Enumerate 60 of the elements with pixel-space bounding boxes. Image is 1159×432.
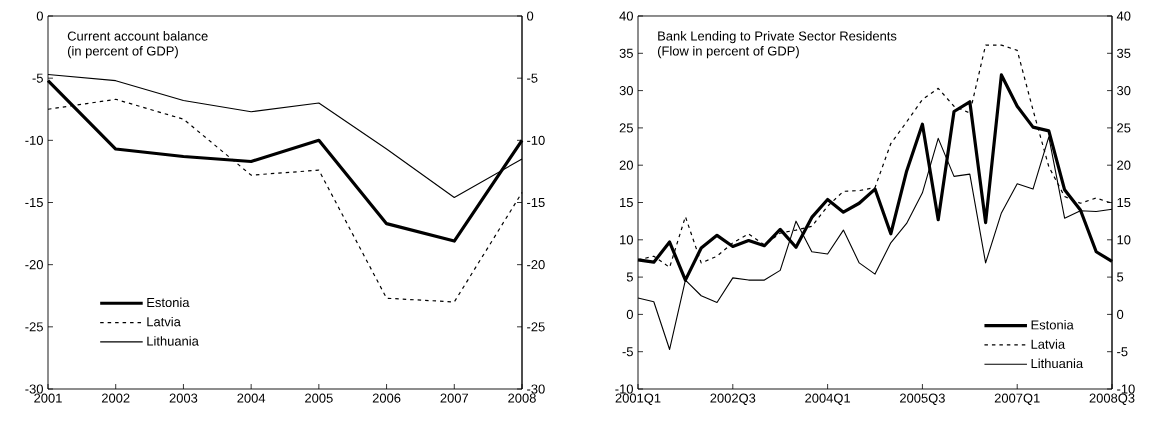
legend-label: Lithuania bbox=[1031, 358, 1084, 369]
y2-tick-label: 0 bbox=[36, 11, 43, 21]
y2-tick-label: 20 bbox=[1117, 160, 1131, 170]
y-tick-label: -30 bbox=[527, 384, 545, 394]
y-tick-label: -10 bbox=[527, 135, 545, 145]
y2-tick-label: 15 bbox=[1117, 197, 1131, 208]
legend-label: Latvia bbox=[1031, 339, 1066, 349]
y2-tick-label: -30 bbox=[25, 384, 43, 394]
y-tick-label: -20 bbox=[527, 260, 545, 270]
text: (Flow in percent of GDP) bbox=[657, 46, 799, 59]
y-tick-label: 5 bbox=[626, 272, 633, 282]
y2-tick-label: -10 bbox=[1117, 384, 1135, 394]
x-tick-label: 2004 bbox=[237, 393, 266, 403]
y2-tick-label: -20 bbox=[25, 260, 43, 270]
y2-tick-label: -25 bbox=[25, 322, 43, 332]
x-tick-label: 2008 bbox=[508, 393, 536, 403]
legend-label: Latvia bbox=[147, 316, 181, 327]
y2-tick-label: -5 bbox=[32, 73, 43, 83]
x-tick-label: 2002Q3 bbox=[710, 393, 756, 406]
y2-tick-label: 25 bbox=[1117, 123, 1131, 133]
y2-tick-label: -15 bbox=[25, 197, 43, 208]
y2-tick-label: -5 bbox=[1117, 347, 1128, 357]
y-tick-label: 0 bbox=[626, 309, 633, 319]
y-tick-label: 35 bbox=[619, 48, 633, 58]
y2-tick-label: -10 bbox=[25, 135, 43, 145]
y2-tick-label: 40 bbox=[1116, 11, 1131, 21]
legend-label: Estonia bbox=[147, 297, 190, 308]
x-tick-label: 2002 bbox=[101, 393, 130, 403]
y-tick-label: 10 bbox=[620, 235, 633, 245]
x-tick-label: 2006 bbox=[372, 393, 401, 403]
x-tick-label: 2001 bbox=[34, 393, 62, 403]
y-tick-label: -5 bbox=[622, 347, 633, 357]
x-tick-label: 2004Q1 bbox=[805, 393, 851, 406]
legend-label: Estonia bbox=[1031, 319, 1074, 330]
x-tick-label: 2008Q3 bbox=[1089, 393, 1135, 406]
y2-tick-label: 10 bbox=[1117, 235, 1131, 245]
x-tick-label: 2005Q3 bbox=[900, 393, 945, 406]
y-tick-label: -15 bbox=[527, 197, 545, 208]
y-tick-label: 15 bbox=[620, 197, 633, 208]
y-tick-label: 25 bbox=[619, 123, 633, 133]
y2-tick-label: 30 bbox=[1117, 86, 1131, 96]
text: Current account balance bbox=[67, 31, 208, 41]
y-tick-label: 0 bbox=[527, 11, 534, 21]
x-tick-label: 2003 bbox=[169, 393, 198, 403]
x-tick-label: 2005 bbox=[305, 393, 333, 403]
y-tick-label: -5 bbox=[527, 73, 538, 83]
text: Bank Lending to Private Sector Residents bbox=[658, 31, 897, 44]
y2-tick-label: 35 bbox=[1117, 48, 1131, 58]
y-tick-label: 40 bbox=[619, 11, 633, 21]
legend-label: Lithuania bbox=[147, 336, 199, 346]
text: (in percent of GDP) bbox=[67, 46, 178, 59]
y2-tick-label: 5 bbox=[1117, 272, 1124, 282]
y-tick-label: -25 bbox=[527, 322, 545, 332]
y2-tick-label: 0 bbox=[1117, 309, 1124, 319]
x-tick-label: 2001Q1 bbox=[615, 393, 661, 406]
x-tick-label: 2007Q1 bbox=[994, 393, 1040, 406]
y-tick-label: 20 bbox=[619, 160, 633, 170]
y-tick-label: -10 bbox=[615, 384, 633, 394]
y-tick-label: 30 bbox=[619, 86, 633, 96]
x-tick-label: 2007 bbox=[440, 393, 469, 403]
